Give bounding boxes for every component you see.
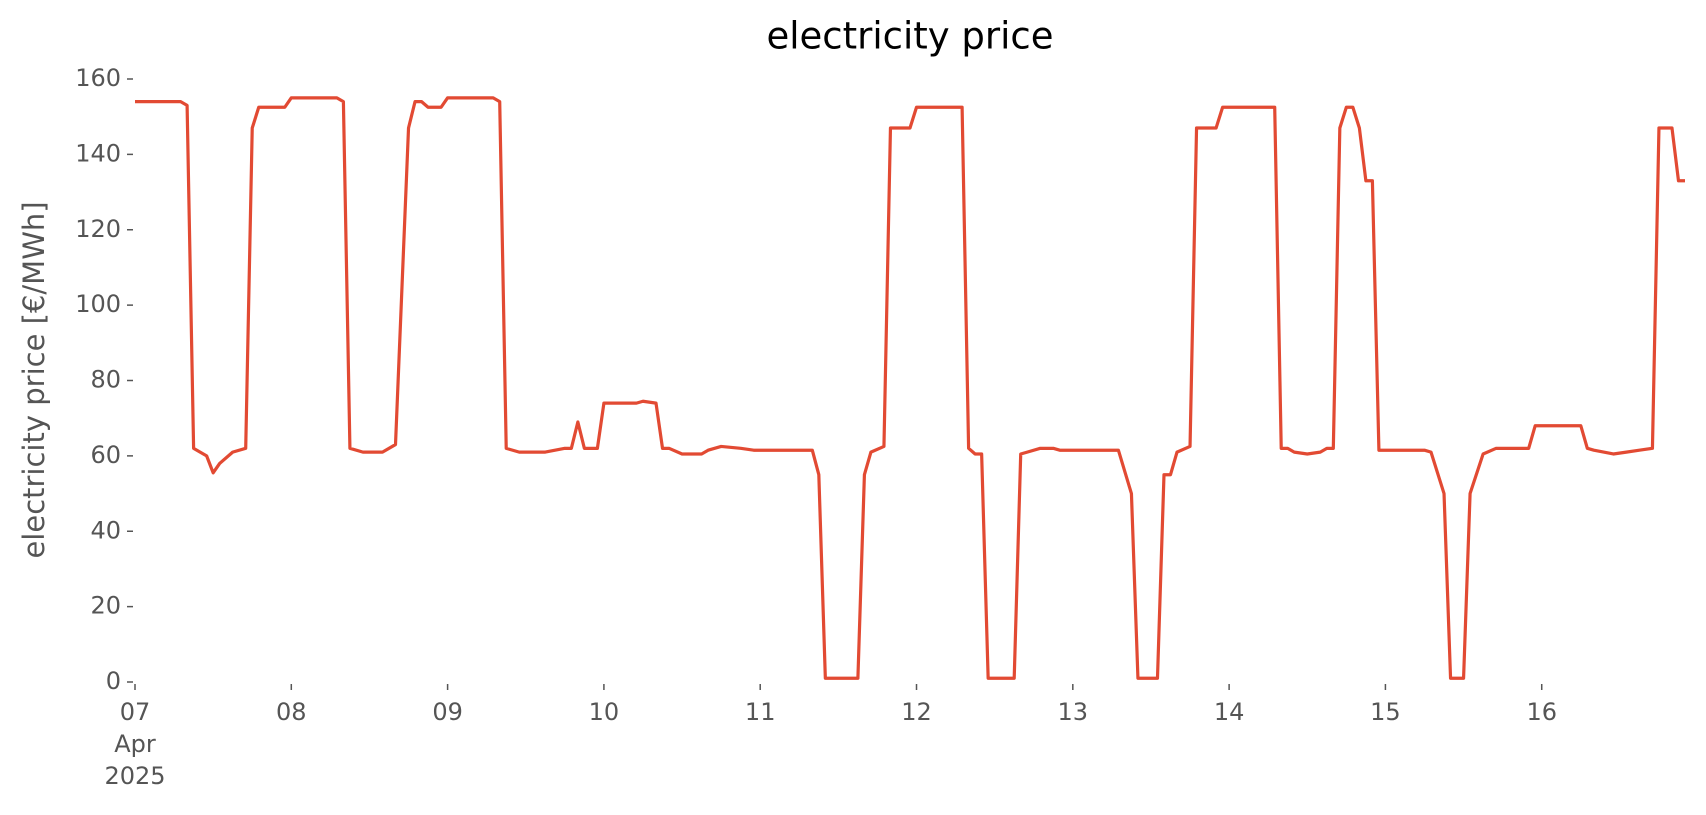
x-tick-label: 16 — [1526, 698, 1557, 726]
x-tick-label: 13 — [1058, 698, 1089, 726]
price-line — [135, 96, 1685, 680]
x-tick-label: 14 — [1214, 698, 1245, 726]
y-tick-label: 140 — [75, 139, 121, 167]
x-tick-label: 12 — [901, 698, 932, 726]
y-axis-label: electricity price [€/MWh] — [17, 201, 51, 558]
y-tick-label: 20 — [90, 592, 121, 620]
chart-title: electricity price — [766, 15, 1053, 58]
x-tick-label: 10 — [589, 698, 620, 726]
y-tick-label: 100 — [75, 290, 121, 318]
x-tick-label: 11 — [745, 698, 776, 726]
y-tick-label: 120 — [75, 215, 121, 243]
x-tick-label: 15 — [1370, 698, 1401, 726]
y-tick-label: 160 — [75, 64, 121, 92]
x-tick-label: 08 — [276, 698, 307, 726]
y-tick-label: 80 — [90, 366, 121, 394]
x-tick-label: 07 Apr 2025 — [104, 698, 165, 790]
y-tick-label: 40 — [90, 516, 121, 544]
y-tick-label: 0 — [106, 667, 121, 695]
y-tick-label: 60 — [90, 441, 121, 469]
x-tick-label: 09 — [432, 698, 463, 726]
